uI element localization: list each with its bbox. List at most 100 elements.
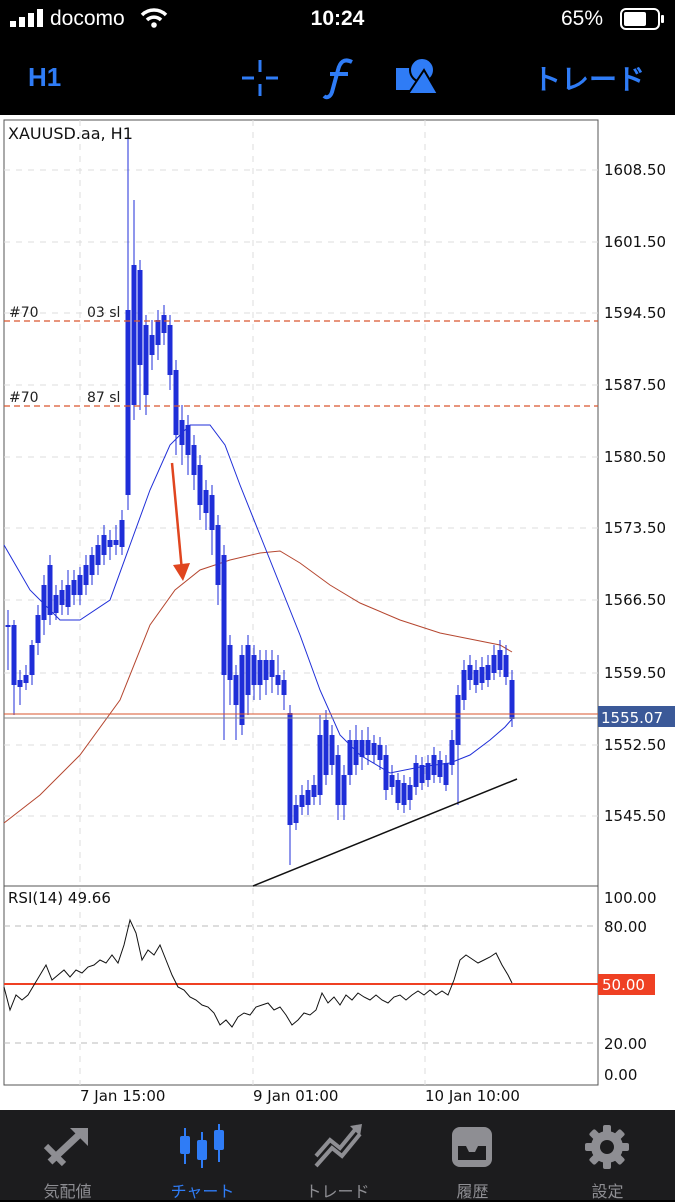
battery-icon (620, 8, 664, 30)
candle-body (35, 615, 41, 643)
candle-body (425, 763, 431, 780)
tab-label: 気配値 (43, 1182, 92, 1201)
rsi-line (3, 918, 513, 1028)
candle-body (407, 785, 413, 800)
candle-body (143, 325, 149, 395)
candle-body (209, 495, 215, 530)
clock: 10:24 (310, 7, 365, 30)
objects-icon[interactable] (394, 56, 438, 96)
candle-body (125, 310, 131, 495)
trendline[interactable] (252, 778, 518, 887)
candle-body (275, 675, 281, 685)
price-label: 1587.50 (604, 376, 666, 394)
candle-body (197, 465, 203, 505)
candle-body (299, 795, 305, 807)
candle-body (131, 265, 137, 405)
candle-body (23, 675, 29, 683)
battery-percent: 65% (560, 7, 603, 30)
candle-body (203, 490, 209, 513)
trade-icon (314, 1124, 362, 1168)
candle-body (419, 765, 425, 783)
candle-body (149, 335, 155, 355)
order-line-1-label: 03 sl (87, 305, 120, 321)
candle-body (11, 625, 17, 685)
timeframe-button[interactable]: H1 (28, 62, 62, 92)
candle-body (221, 555, 227, 675)
chart-area[interactable]: #70 03 sl #70 87 sl XAUUSD.aa, H1 1608.5… (0, 115, 675, 1110)
candle-body (179, 420, 185, 445)
time-label: 9 Jan 01:00 (253, 1087, 338, 1105)
indicators-icon[interactable] (322, 56, 358, 100)
candle-body (89, 555, 95, 575)
rsi-title: RSI(14) 49.66 (8, 889, 111, 907)
candle-body (119, 520, 125, 547)
candle-body (257, 660, 263, 685)
candle-body (491, 655, 497, 673)
crosshair-icon[interactable] (240, 58, 280, 98)
status-bar: docomo 10:24 65% (0, 0, 675, 38)
candle-body (443, 763, 449, 785)
candle-body (263, 660, 269, 680)
candle-body (113, 540, 119, 545)
candle-body (53, 595, 59, 613)
time-label: 10 Jan 10:00 (425, 1087, 520, 1105)
candle-body (107, 540, 113, 547)
price-label: 1580.50 (604, 448, 666, 466)
candle-body (311, 785, 317, 797)
price-label: 1566.50 (604, 591, 666, 609)
candle-body (59, 590, 65, 605)
candle-body (335, 755, 341, 805)
time-label: 7 Jan 15:00 (80, 1087, 165, 1105)
current-price-label: 1555.07 (601, 709, 663, 727)
signal-icon (10, 9, 43, 27)
trade-button[interactable]: トレード (533, 64, 646, 95)
tab-label: 設定 (591, 1182, 624, 1201)
candle-body (437, 760, 443, 777)
wifi-icon (140, 8, 168, 28)
tab-history[interactable]: 履歴 (405, 1110, 540, 1201)
candle-body (317, 735, 323, 795)
rsi-level-label: 0.00 (604, 1066, 637, 1084)
candle-body (401, 783, 407, 805)
price-label: 1552.50 (604, 736, 666, 754)
order-line-2-tag: #70 (9, 390, 39, 406)
candle-body (329, 735, 335, 765)
order-line-2-label: 87 sl (87, 390, 120, 406)
candle-body (161, 315, 167, 333)
price-label: 1559.50 (604, 664, 666, 682)
candle-body (347, 740, 353, 775)
plot-border (3, 119, 599, 1086)
candle-body (461, 670, 467, 700)
candle-body (353, 740, 359, 765)
candle-body (365, 740, 371, 755)
rsi-mid-label: 50.00 (602, 976, 645, 994)
chart-toolbar: H1 トレード (0, 38, 675, 115)
tab-bar: 気配値 チャート トレード 履歴 (0, 1110, 675, 1201)
tab-trade[interactable]: トレード (270, 1110, 405, 1201)
candle-body (383, 755, 389, 790)
candle-body (29, 645, 35, 675)
candle-body (137, 270, 143, 365)
tab-label: 履歴 (456, 1182, 489, 1201)
price-chart[interactable]: #70 03 sl #70 87 sl XAUUSD.aa, H1 1608.5… (0, 115, 675, 1110)
candle-body (77, 575, 83, 595)
tab-quotes[interactable]: 気配値 (0, 1110, 135, 1201)
tab-chart[interactable]: チャート (135, 1110, 270, 1201)
drawn-arrow[interactable] (170, 462, 184, 572)
price-axis: 1608.50 1601.50 1594.50 1587.50 1580.50 … (604, 161, 666, 825)
rsi-level-label: 80.00 (604, 918, 647, 936)
tab-settings[interactable]: 設定 (540, 1110, 675, 1201)
candle-body (167, 325, 173, 375)
symbol-title: XAUUSD.aa, H1 (8, 124, 133, 143)
candle-body (215, 525, 221, 585)
candle-body (65, 585, 71, 607)
candle-body (245, 645, 251, 695)
rsi-level-label: 100.00 (604, 889, 657, 907)
candle-body (305, 790, 311, 805)
chart-icon (180, 1124, 224, 1168)
candle-body (341, 775, 347, 805)
candle-body (269, 660, 275, 677)
candle-body (5, 625, 11, 627)
tab-label: トレード (305, 1182, 370, 1201)
candle-body (413, 763, 419, 787)
